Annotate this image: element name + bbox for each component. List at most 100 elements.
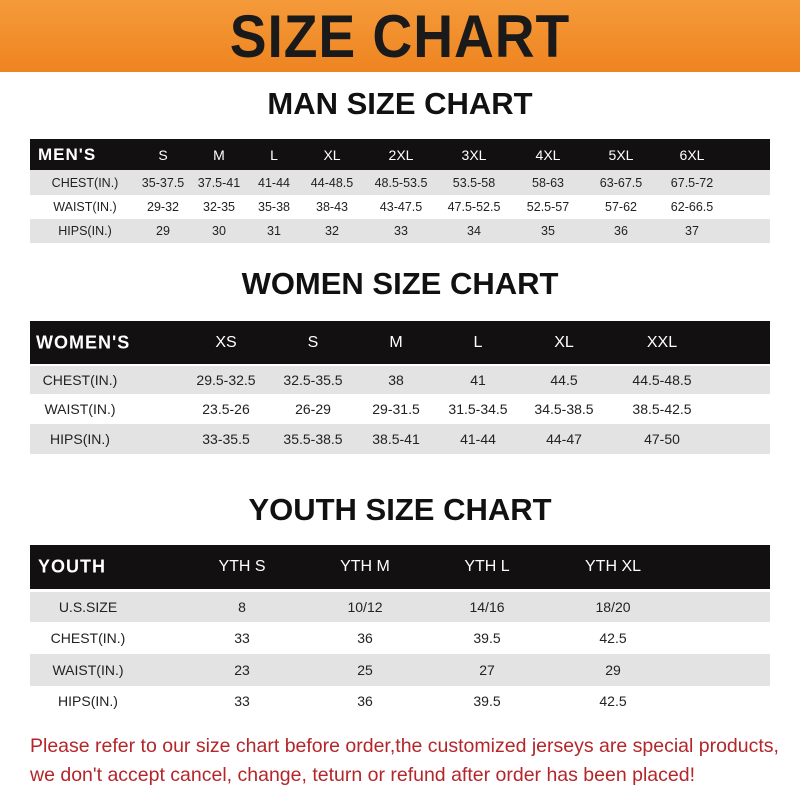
table-cell: 33 bbox=[394, 224, 408, 238]
table-cell: 47.5-52.5 bbox=[447, 200, 501, 214]
table-row: CHEST(IN.) 29.5-32.5 32.5-35.5 38 41 44.5 44.5… bbox=[30, 366, 770, 394]
size-column-header: YTH M bbox=[340, 558, 390, 575]
table-cell: 62-66.5 bbox=[670, 200, 714, 214]
table-cell: 26-29 bbox=[295, 401, 331, 417]
size-column-header: 3XL bbox=[461, 146, 487, 163]
row-label: HIPS(IN.) bbox=[50, 431, 110, 447]
table-cell: 44.5-48.5 bbox=[632, 372, 692, 388]
size-column-header: XXL bbox=[646, 333, 678, 351]
table-cell: 23 bbox=[234, 662, 250, 678]
table-cell: 33-35.5 bbox=[202, 431, 250, 447]
size-column-header: XS bbox=[215, 333, 237, 351]
size-column-header: XL bbox=[554, 333, 574, 351]
table-row: CHEST(IN.) 35-37.5 37.5-41 41-44 44-48.5 48.5… bbox=[30, 170, 770, 195]
table-cell: 33 bbox=[234, 630, 250, 646]
row-label: HIPS(IN.) bbox=[58, 224, 112, 238]
table-cell: 41-44 bbox=[258, 175, 290, 190]
size-column-header: M bbox=[389, 333, 403, 351]
table-row: WAIST(IN.) 23.5-26 26-29 29-31.5 31.5-34.5 34… bbox=[30, 394, 770, 424]
table-row: HIPS(IN.) 33-35.5 35.5-38.5 38.5-41 41-44 44-… bbox=[30, 424, 770, 454]
table-cell: 41 bbox=[470, 372, 486, 388]
row-label: U.S.SIZE bbox=[58, 599, 118, 615]
table-row: HIPS(IN.) 33 36 39.5 42.5 bbox=[30, 686, 770, 716]
row-label: WAIST(IN.) bbox=[44, 401, 116, 417]
table-cell: 44-47 bbox=[546, 431, 582, 447]
row-label: CHEST(IN.) bbox=[50, 630, 126, 646]
table-cell: 14/16 bbox=[469, 599, 505, 615]
table-row: U.S.SIZE 8 10/12 14/16 18/20 bbox=[30, 592, 770, 622]
table-cell: 41-44 bbox=[460, 431, 496, 447]
size-column-header: YTH S bbox=[218, 558, 266, 575]
note-line-2: we don't accept cancel, change, teturn o… bbox=[30, 764, 695, 786]
table-header-row: YOUTH YTH S YTH M YTH L YTH XL bbox=[30, 545, 770, 589]
table-cell: 31 bbox=[267, 224, 281, 238]
table-cell: 36 bbox=[357, 693, 373, 709]
table-cell: 38.5-41 bbox=[372, 431, 420, 447]
table-row: CHEST(IN.) 33 36 39.5 42.5 bbox=[30, 622, 770, 654]
table-cell: 29 bbox=[605, 662, 621, 678]
table-cell: 63-67.5 bbox=[599, 175, 643, 190]
table-cell: 32-35 bbox=[203, 200, 235, 214]
table-cell: 42.5 bbox=[599, 630, 627, 646]
table-cell: 53.5-58 bbox=[452, 175, 496, 190]
table-cell: 18/20 bbox=[595, 599, 631, 615]
table-cell: 30 bbox=[212, 224, 226, 238]
table-cell: 29-32 bbox=[147, 200, 179, 214]
table-cell: 32 bbox=[325, 224, 339, 238]
table-cell: 37 bbox=[685, 224, 699, 238]
table-cell: 43-47.5 bbox=[379, 200, 423, 214]
table-cell: 29.5-32.5 bbox=[196, 372, 256, 388]
table-row: WAIST(IN.) 23 25 27 29 bbox=[30, 654, 770, 686]
size-column-header: 5XL bbox=[608, 146, 634, 163]
table-cell: 34.5-38.5 bbox=[534, 401, 594, 417]
banner-title: SIZE CHART bbox=[229, 3, 571, 70]
size-column-header: 4XL bbox=[535, 146, 561, 163]
table-cell: 36 bbox=[357, 630, 373, 646]
table-cell: 29 bbox=[156, 224, 170, 238]
table-cell: 37.5-41 bbox=[197, 175, 241, 190]
women-title: WOMEN SIZE CHART bbox=[241, 266, 559, 301]
table-cell: 39.5 bbox=[473, 630, 501, 646]
table-cell: 44.5 bbox=[550, 372, 578, 388]
size-column-header: M bbox=[213, 146, 225, 163]
table-row: WAIST(IN.) 29-32 32-35 35-38 38-43 43-47.5 47.… bbox=[30, 195, 770, 219]
size-column-header: L bbox=[270, 146, 278, 163]
table-cell: 35 bbox=[541, 224, 555, 238]
men-title: MAN SIZE CHART bbox=[267, 86, 533, 121]
table-corner-label: YOUTH bbox=[38, 556, 106, 577]
table-cell: 35-38 bbox=[258, 200, 290, 214]
table-cell: 38.5-42.5 bbox=[632, 401, 692, 417]
table-cell: 23.5-26 bbox=[202, 401, 250, 417]
size-column-header: XL bbox=[323, 146, 341, 163]
table-cell: 27 bbox=[479, 662, 495, 678]
table-header-row: MEN'S S M L XL 2XL 3XL 4XL 5XL 6XL bbox=[30, 139, 770, 170]
size-column-header: S bbox=[307, 333, 319, 351]
table-cell: 36 bbox=[614, 224, 628, 238]
table-cell: 67.5-72 bbox=[670, 175, 714, 190]
table-cell: 8 bbox=[238, 599, 246, 615]
row-label: CHEST(IN.) bbox=[51, 175, 119, 190]
table-cell: 10/12 bbox=[347, 599, 383, 615]
table-row: HIPS(IN.) 29 30 31 32 33 34 35 36 37 bbox=[30, 219, 770, 243]
table-cell: 33 bbox=[234, 693, 250, 709]
table-cell: 34 bbox=[467, 224, 481, 238]
table-cell: 29-31.5 bbox=[372, 401, 420, 417]
table-cell: 44-48.5 bbox=[310, 175, 354, 190]
table-cell: 35-37.5 bbox=[141, 175, 185, 190]
note-line-1: Please refer to our size chart before or… bbox=[30, 735, 779, 757]
table-cell: 58-63 bbox=[532, 175, 564, 190]
table-header-row: WOMEN'S XS S M L XL XXL bbox=[30, 321, 770, 364]
table-cell: 35.5-38.5 bbox=[283, 431, 343, 447]
banner: SIZE CHART bbox=[0, 0, 800, 72]
youth-title: YOUTH SIZE CHART bbox=[248, 492, 552, 527]
table-cell: 31.5-34.5 bbox=[448, 401, 508, 417]
table-corner-label: WOMEN'S bbox=[36, 332, 131, 352]
size-column-header: 2XL bbox=[388, 146, 414, 163]
row-label: CHEST(IN.) bbox=[42, 372, 118, 388]
table-cell: 25 bbox=[357, 662, 373, 678]
row-label: WAIST(IN.) bbox=[53, 200, 117, 214]
table-cell: 38 bbox=[388, 372, 404, 388]
size-column-header: YTH L bbox=[464, 558, 510, 575]
size-column-header: YTH XL bbox=[584, 558, 642, 575]
row-label: WAIST(IN.) bbox=[52, 662, 124, 678]
